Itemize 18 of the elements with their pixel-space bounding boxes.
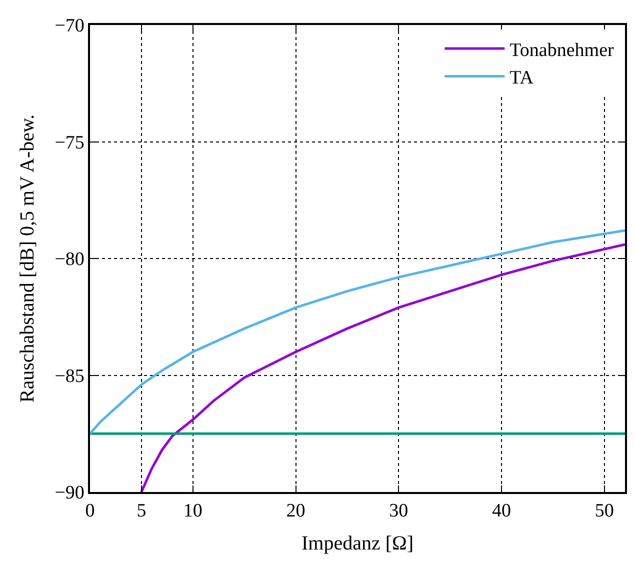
y-tick-label: −85 xyxy=(54,366,84,387)
y-tick-label: −90 xyxy=(54,482,84,504)
x-tick-label: 10 xyxy=(183,500,202,522)
y-tick-label: −75 xyxy=(54,132,84,154)
y-tick-label: −80 xyxy=(54,249,84,270)
x-axis-title: Impedanz [Ω] xyxy=(301,532,414,555)
line-series xyxy=(140,243,625,492)
x-tick-label: 0 xyxy=(85,500,95,522)
x-tick-label: 20 xyxy=(286,500,306,522)
y-tick-label: −70 xyxy=(54,16,84,37)
line-series xyxy=(90,229,625,435)
x-tick-label: 5 xyxy=(136,500,146,522)
y-axis-title: Rauschabstand [dB] 0,5 mV A-bew. xyxy=(16,114,39,403)
legend-label: TA xyxy=(510,68,534,89)
x-tick-label: 30 xyxy=(389,500,408,522)
legend-label: Tonabnehmer xyxy=(510,40,615,61)
x-tick-label: 40 xyxy=(492,500,512,522)
x-tick-label: 50 xyxy=(594,500,614,522)
